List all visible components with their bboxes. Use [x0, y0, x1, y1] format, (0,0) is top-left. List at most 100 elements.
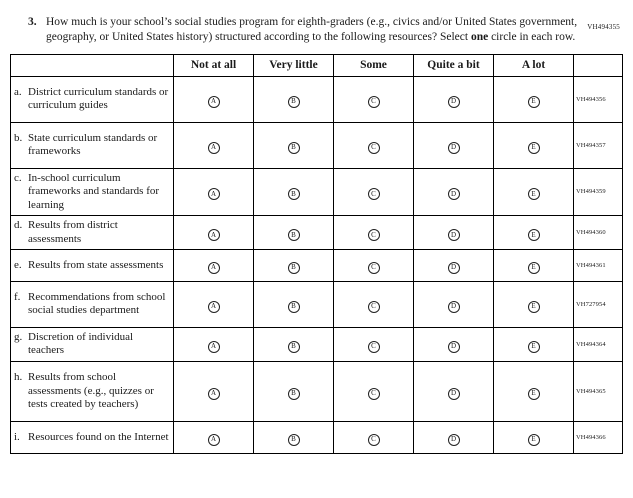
answer-bubble-very-little[interactable]: B [287, 229, 300, 241]
answer-cell-very-little: B [253, 167, 334, 217]
question-number: 3. [28, 16, 37, 28]
row-label-text: Discretion of individual teachers [28, 330, 134, 357]
answer-cell-some: C [333, 420, 414, 454]
answer-bubble-not-at-all[interactable]: A [207, 433, 220, 446]
answer-bubble-quite-a-bit[interactable]: D [447, 387, 460, 400]
row-accession-code: VH494364 [573, 326, 623, 362]
answer-cell-quite-a-bit: D [413, 420, 494, 454]
answer-bubble-some[interactable]: C [367, 300, 380, 313]
answer-bubble-not-at-all[interactable]: A [207, 141, 220, 154]
answer-bubble-very-little[interactable]: B [287, 188, 300, 201]
answer-bubble-a-lot[interactable]: E [527, 433, 540, 446]
row-label: c. In-school curriculum frameworks and st… [10, 167, 174, 217]
row-letter: h. [14, 371, 23, 384]
empty-code-header-cell [573, 53, 623, 77]
answer-bubble-very-little[interactable]: B [287, 300, 300, 313]
answer-bubble-some[interactable]: C [367, 95, 380, 108]
table-row: f. Recommendations from school social stu… [10, 280, 623, 328]
answer-bubble-quite-a-bit[interactable]: D [447, 261, 460, 274]
answer-cell-very-little: B [253, 326, 334, 362]
answer-bubble-quite-a-bit[interactable]: D [447, 229, 460, 241]
answer-bubble-quite-a-bit[interactable]: D [447, 340, 460, 353]
answer-cell-not-at-all: A [173, 326, 254, 362]
answer-cell-a-lot: E [493, 248, 574, 282]
answer-bubble-some[interactable]: C [367, 229, 380, 241]
column-header-very-little: Very little [253, 53, 334, 77]
row-letter: d. [14, 219, 23, 232]
row-label-text: Recommendations from school social studi… [28, 291, 166, 317]
answer-bubble-a-lot[interactable]: E [527, 387, 540, 400]
answer-bubble-very-little[interactable]: B [287, 141, 300, 154]
row-accession-code: VH494357 [573, 121, 623, 169]
answer-bubble-not-at-all[interactable]: A [207, 188, 220, 201]
answer-cell-very-little: B [253, 360, 334, 422]
row-label: a. District curriculum standards or curri… [10, 75, 174, 123]
row-accession-code: VH494359 [573, 167, 623, 217]
answer-cell-some: C [333, 248, 414, 282]
answer-cell-very-little: B [253, 215, 334, 250]
resource-rows: a. District curriculum standards or curri… [10, 75, 623, 454]
answer-bubble-some[interactable]: C [367, 387, 380, 400]
answer-cell-some: C [333, 215, 414, 250]
answer-bubble-very-little[interactable]: B [287, 340, 300, 353]
answer-bubble-a-lot[interactable]: E [527, 229, 540, 241]
answer-bubble-some[interactable]: C [367, 188, 380, 201]
row-label: f. Recommendations from school social stu… [10, 280, 174, 328]
answer-bubble-a-lot[interactable]: E [527, 188, 540, 201]
questionnaire-page: VH494355 3. How much is your school’s so… [0, 15, 633, 454]
table-row: h. Results from school assessments (e.g.,… [10, 360, 623, 422]
answer-cell-a-lot: E [493, 326, 574, 362]
row-label: i. Resources found on the Internet [10, 420, 174, 454]
answer-bubble-some[interactable]: C [367, 340, 380, 353]
answer-bubble-a-lot[interactable]: E [527, 340, 540, 353]
answer-cell-quite-a-bit: D [413, 215, 494, 250]
answer-cell-quite-a-bit: D [413, 248, 494, 282]
answer-bubble-very-little[interactable]: B [287, 95, 300, 108]
answer-cell-some: C [333, 167, 414, 217]
answer-bubble-a-lot[interactable]: E [527, 261, 540, 274]
answer-bubble-not-at-all[interactable]: A [207, 300, 220, 313]
answer-cell-a-lot: E [493, 121, 574, 169]
row-label-text: Resources found on the Internet [28, 430, 169, 443]
answer-bubble-some[interactable]: C [367, 261, 380, 274]
answer-bubble-quite-a-bit[interactable]: D [447, 433, 460, 446]
answer-bubble-a-lot[interactable]: E [527, 141, 540, 154]
answer-bubble-very-little[interactable]: B [287, 387, 300, 400]
answer-bubble-quite-a-bit[interactable]: D [447, 95, 460, 108]
row-letter: i. [14, 430, 20, 443]
answer-bubble-a-lot[interactable]: E [527, 300, 540, 313]
answer-bubble-a-lot[interactable]: E [527, 95, 540, 108]
answer-bubble-quite-a-bit[interactable]: D [447, 300, 460, 313]
answer-bubble-very-little[interactable]: B [287, 433, 300, 446]
answer-cell-very-little: B [253, 121, 334, 169]
question-text-emphasis: one [470, 30, 489, 43]
row-label-text: Results from district assessments [28, 219, 118, 245]
answer-cell-not-at-all: A [173, 215, 254, 250]
row-label-text: District curriculum standards or curricu… [28, 85, 169, 112]
answer-cell-not-at-all: A [173, 280, 254, 328]
answer-bubble-not-at-all[interactable]: A [207, 95, 220, 108]
row-label-text: Results from school assessments (e.g., q… [28, 371, 154, 410]
answer-cell-a-lot: E [493, 167, 574, 217]
answer-bubble-quite-a-bit[interactable]: D [447, 141, 460, 154]
table-row: d. Results from district assessments A B C D E… [10, 215, 623, 250]
table-row: e. Results from state assessments A B C D E VH4… [10, 248, 623, 282]
answer-bubble-not-at-all[interactable]: A [207, 261, 220, 274]
answer-bubble-not-at-all[interactable]: A [207, 229, 220, 241]
row-letter: b. [14, 131, 23, 144]
answer-bubble-not-at-all[interactable]: A [207, 340, 220, 353]
answer-cell-a-lot: E [493, 215, 574, 250]
answer-cell-not-at-all: A [173, 167, 254, 217]
answer-bubble-very-little[interactable]: B [287, 261, 300, 274]
question-text-after: circle in each row. [488, 30, 576, 43]
answer-bubble-some[interactable]: C [367, 141, 380, 154]
answer-cell-some: C [333, 121, 414, 169]
answer-bubble-some[interactable]: C [367, 433, 380, 446]
answer-cell-some: C [333, 75, 414, 123]
question-text: How much is your school’s social studies… [46, 15, 584, 45]
answer-bubble-not-at-all[interactable]: A [207, 387, 220, 400]
answer-cell-not-at-all: A [173, 420, 254, 454]
row-letter: g. [14, 330, 23, 343]
answer-cell-quite-a-bit: D [413, 280, 494, 328]
answer-bubble-quite-a-bit[interactable]: D [447, 188, 460, 201]
